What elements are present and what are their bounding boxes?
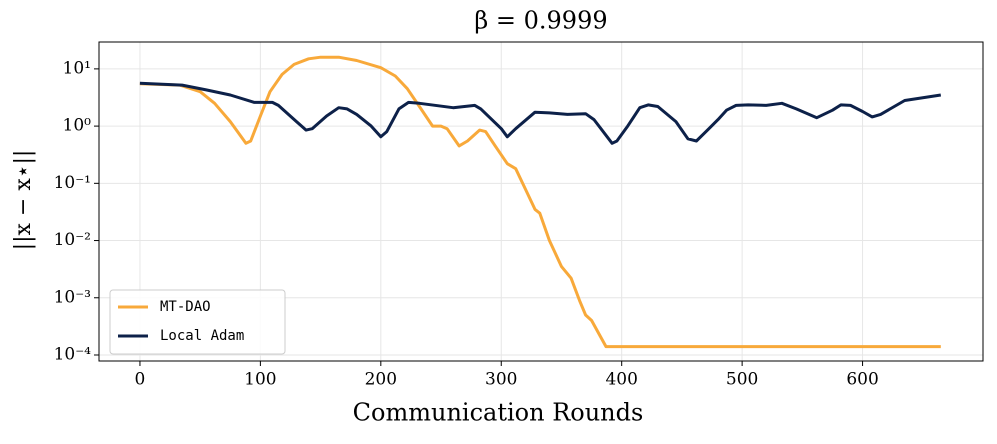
y-tick-label: 10⁻³ <box>54 287 91 307</box>
plot-frame <box>98 41 984 362</box>
legend-label: MT-DAO <box>160 299 211 315</box>
y-tick-label: 10⁰ <box>63 116 92 136</box>
series-line <box>139 81 942 145</box>
x-tick-label: 500 <box>726 370 758 390</box>
x-tick-label: 0 <box>135 370 146 390</box>
y-tick-label: 10⁻² <box>54 230 91 250</box>
y-tick-label: 10⁻¹ <box>54 173 91 193</box>
x-tick-label: 100 <box>244 370 276 390</box>
x-tick-label: 400 <box>605 370 637 390</box>
chart-title: β = 0.9999 <box>474 7 607 35</box>
y-axis-label: ||x − x⋆|| <box>11 150 36 251</box>
x-tick-label: 300 <box>485 370 517 390</box>
legend-box <box>109 289 286 355</box>
x-tick-label: 600 <box>846 370 878 390</box>
y-tick-label: 10¹ <box>63 58 91 78</box>
x-axis-label: Communication Rounds <box>353 399 644 427</box>
x-tick-label: 200 <box>365 370 397 390</box>
series-line <box>139 55 941 349</box>
legend-label: Local Adam <box>160 328 244 344</box>
y-tick-label: 10⁻⁴ <box>54 344 92 364</box>
